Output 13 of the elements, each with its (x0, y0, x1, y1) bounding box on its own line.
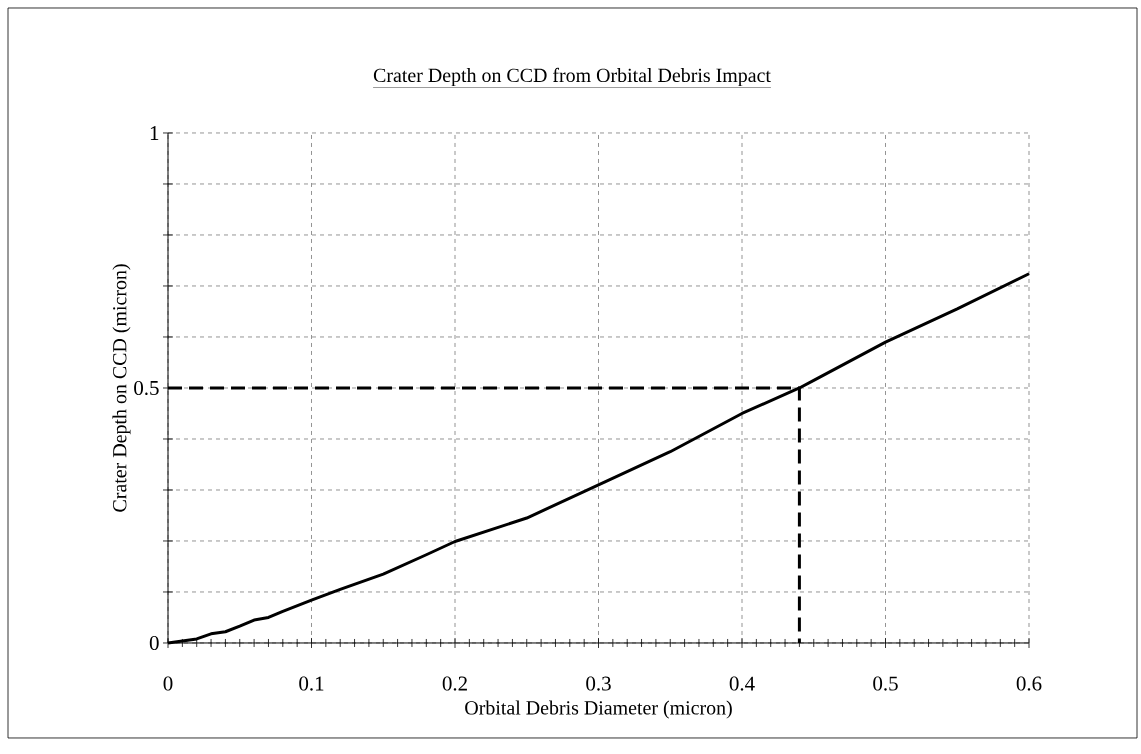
x-tick-label: 0.3 (586, 676, 611, 691)
y-tick-label: 0.5 (134, 380, 159, 396)
x-tick-label: 0.5 (873, 676, 898, 691)
chart-title: Crater Depth on CCD from Orbital Debris Impact (373, 67, 771, 87)
y-axis-title: Crater Depth on CCD (micron) (112, 264, 131, 512)
y-tick-label: 0 (149, 635, 159, 651)
x-tick-label: 0.6 (1016, 676, 1042, 691)
x-tick-label: 0.4 (729, 676, 755, 691)
x-tick-label: 0.1 (299, 676, 324, 691)
x-axis-title: Orbital Debris Diameter (micron) (465, 700, 732, 719)
x-tick-label: 0 (163, 676, 173, 691)
x-tick-label: 0.2 (442, 676, 467, 691)
y-tick-label: 1 (150, 126, 159, 140)
